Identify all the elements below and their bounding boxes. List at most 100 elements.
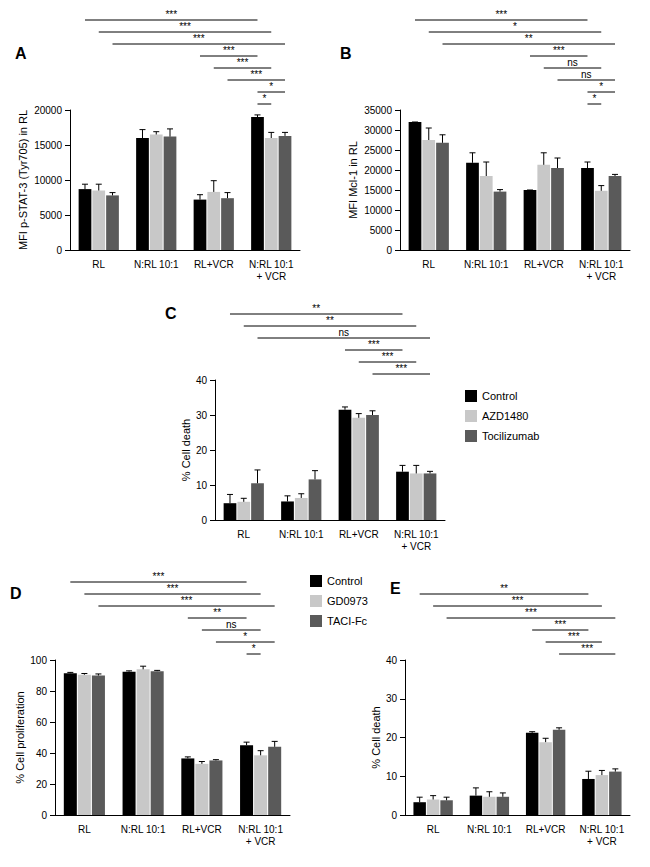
svg-text:AZD1480: AZD1480: [482, 410, 528, 422]
svg-text:**: **: [213, 607, 221, 618]
svg-text:***: ***: [581, 643, 593, 654]
svg-text:***: ***: [167, 583, 179, 594]
svg-text:***: ***: [223, 45, 235, 56]
svg-text:**: **: [326, 315, 334, 326]
svg-text:***: ***: [495, 9, 507, 20]
svg-text:RL+VCR: RL+VCR: [526, 824, 566, 835]
svg-text:***: ***: [554, 619, 566, 630]
svg-text:ns: ns: [338, 327, 349, 338]
svg-text:20: 20: [196, 445, 208, 456]
svg-text:20000: 20000: [364, 165, 392, 176]
svg-text:25000: 25000: [364, 145, 392, 156]
svg-text:% Cell death: % Cell death: [180, 419, 192, 481]
svg-text:+ VCR: + VCR: [401, 541, 431, 552]
svg-text:***: ***: [368, 339, 380, 350]
svg-text:40: 40: [386, 655, 398, 666]
svg-text:***: ***: [553, 45, 565, 56]
svg-text:40: 40: [36, 748, 48, 759]
svg-text:*: *: [599, 81, 603, 92]
svg-text:40: 40: [196, 375, 208, 386]
svg-text:***: ***: [193, 33, 205, 44]
svg-text:***: ***: [568, 631, 580, 642]
svg-text:**: **: [312, 303, 320, 314]
svg-text:Control: Control: [327, 575, 362, 587]
svg-text:ns: ns: [226, 619, 237, 630]
svg-text:*: *: [592, 93, 596, 104]
svg-text:Tocilizumab: Tocilizumab: [482, 430, 539, 442]
svg-text:RL+VCR: RL+VCR: [524, 259, 564, 270]
svg-text:GD0973: GD0973: [327, 595, 368, 607]
svg-text:0: 0: [56, 245, 62, 256]
svg-text:N:RL 10:1: N:RL 10:1: [249, 259, 294, 270]
svg-text:RL+VCR: RL+VCR: [194, 259, 234, 270]
svg-text:N:RL 10:1: N:RL 10:1: [464, 259, 509, 270]
svg-text:+ VCR: + VCR: [256, 271, 286, 282]
svg-text:0: 0: [41, 810, 47, 821]
svg-text:***: ***: [395, 363, 407, 374]
svg-text:RL: RL: [427, 824, 440, 835]
svg-text:RL+VCR: RL+VCR: [339, 529, 379, 540]
svg-text:MFI Mcl-1 in RL: MFI Mcl-1 in RL: [347, 141, 359, 219]
svg-text:***: ***: [181, 595, 193, 606]
svg-text:30: 30: [196, 410, 208, 421]
svg-text:E: E: [390, 580, 401, 597]
svg-text:ns: ns: [567, 57, 578, 68]
svg-text:D: D: [10, 585, 22, 602]
svg-text:N:RL 10:1: N:RL 10:1: [121, 824, 166, 835]
svg-text:100: 100: [30, 655, 47, 666]
svg-text:Control: Control: [482, 390, 517, 402]
svg-text:% Cell proliferation: % Cell proliferation: [14, 691, 26, 783]
svg-text:5000: 5000: [40, 210, 63, 221]
svg-text:20000: 20000: [34, 105, 62, 116]
svg-text:***: ***: [237, 57, 249, 68]
svg-text:***: ***: [179, 21, 191, 32]
svg-text:5000: 5000: [370, 225, 393, 236]
svg-text:15000: 15000: [364, 185, 392, 196]
svg-text:60: 60: [36, 717, 48, 728]
svg-text:30: 30: [386, 693, 398, 704]
svg-text:A: A: [15, 45, 27, 62]
svg-text:MFI p-STAT-3 (Tyr705) in RL: MFI p-STAT-3 (Tyr705) in RL: [17, 110, 29, 250]
svg-text:10000: 10000: [364, 205, 392, 216]
svg-text:*: *: [513, 21, 517, 32]
svg-text:10: 10: [386, 771, 398, 782]
svg-text:0: 0: [201, 515, 207, 526]
svg-text:N:RL 10:1: N:RL 10:1: [238, 824, 283, 835]
svg-text:N:RL 10:1: N:RL 10:1: [279, 529, 324, 540]
svg-text:N:RL 10:1: N:RL 10:1: [134, 259, 179, 270]
svg-text:RL: RL: [237, 529, 250, 540]
svg-text:20: 20: [386, 732, 398, 743]
svg-text:*: *: [252, 643, 256, 654]
svg-text:N:RL 10:1: N:RL 10:1: [579, 259, 624, 270]
svg-text:***: ***: [250, 69, 262, 80]
svg-text:***: ***: [512, 595, 524, 606]
svg-text:N:RL 10:1: N:RL 10:1: [394, 529, 439, 540]
svg-text:ns: ns: [581, 69, 592, 80]
svg-text:15000: 15000: [34, 140, 62, 151]
svg-text:*: *: [262, 93, 266, 104]
svg-text:35000: 35000: [364, 105, 392, 116]
svg-text:N:RL 10:1: N:RL 10:1: [580, 824, 625, 835]
svg-text:30000: 30000: [364, 125, 392, 136]
svg-text:**: **: [500, 583, 508, 594]
svg-text:***: ***: [165, 9, 177, 20]
svg-text:C: C: [165, 305, 177, 322]
svg-text:10: 10: [196, 480, 208, 491]
svg-text:+ VCR: + VCR: [586, 271, 616, 282]
svg-text:RL+VCR: RL+VCR: [182, 824, 222, 835]
svg-text:RL: RL: [92, 259, 105, 270]
svg-text:80: 80: [36, 686, 48, 697]
svg-text:0: 0: [391, 810, 397, 821]
svg-text:RL: RL: [422, 259, 435, 270]
svg-text:B: B: [340, 45, 352, 62]
svg-text:***: ***: [382, 351, 394, 362]
svg-text:***: ***: [153, 571, 165, 582]
svg-text:*: *: [243, 631, 247, 642]
svg-text:% Cell death: % Cell death: [370, 706, 382, 768]
svg-text:*: *: [269, 81, 273, 92]
svg-text:***: ***: [525, 607, 537, 618]
svg-text:+ VCR: + VCR: [246, 836, 276, 847]
svg-text:0: 0: [386, 245, 392, 256]
svg-text:N:RL 10:1: N:RL 10:1: [467, 824, 512, 835]
svg-text:RL: RL: [78, 824, 91, 835]
